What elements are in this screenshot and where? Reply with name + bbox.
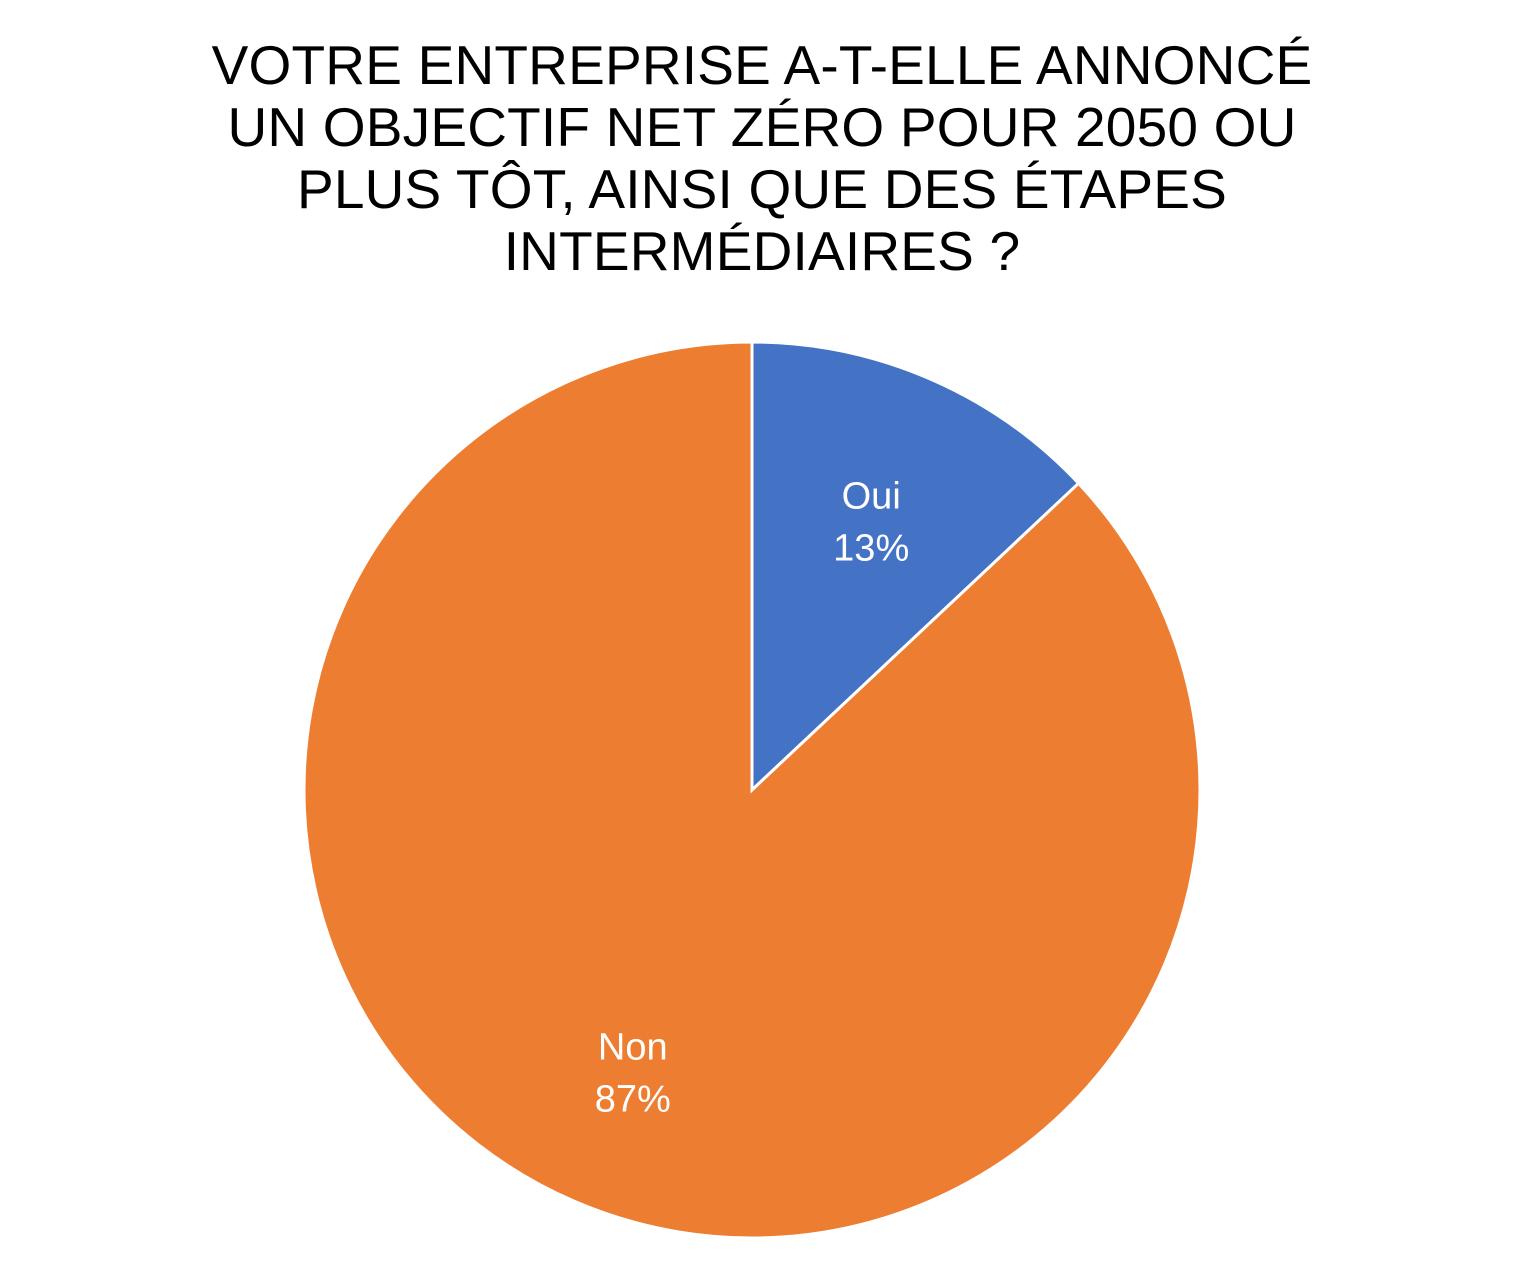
pie-slice-non bbox=[302, 340, 1202, 1240]
data-label-non: Non 87% bbox=[595, 1026, 671, 1120]
data-label-category: Oui bbox=[842, 476, 901, 518]
chart-title-line: PLUS TÔT, AINSI QUE DES ÉTAPES bbox=[296, 158, 1228, 220]
data-label-percent: 87% bbox=[595, 1078, 671, 1120]
data-label-category: Non bbox=[598, 1026, 668, 1068]
chart-title-line: VOTRE ENTREPRISE A-T-ELLE ANNONCÉ bbox=[211, 34, 1313, 96]
chart-title-line: UN OBJECTIF NET ZÉRO POUR 2050 OU bbox=[227, 96, 1297, 158]
pie-slice-oui bbox=[750, 340, 1081, 794]
chart-title: VOTRE ENTREPRISE A-T-ELLE ANNONCÉ UN OBJ… bbox=[0, 34, 1524, 282]
chart-title-line: INTERMÉDIAIRES ? bbox=[503, 220, 1021, 282]
data-label-oui: Oui 13% bbox=[833, 476, 909, 570]
data-label-percent: 13% bbox=[833, 528, 909, 570]
